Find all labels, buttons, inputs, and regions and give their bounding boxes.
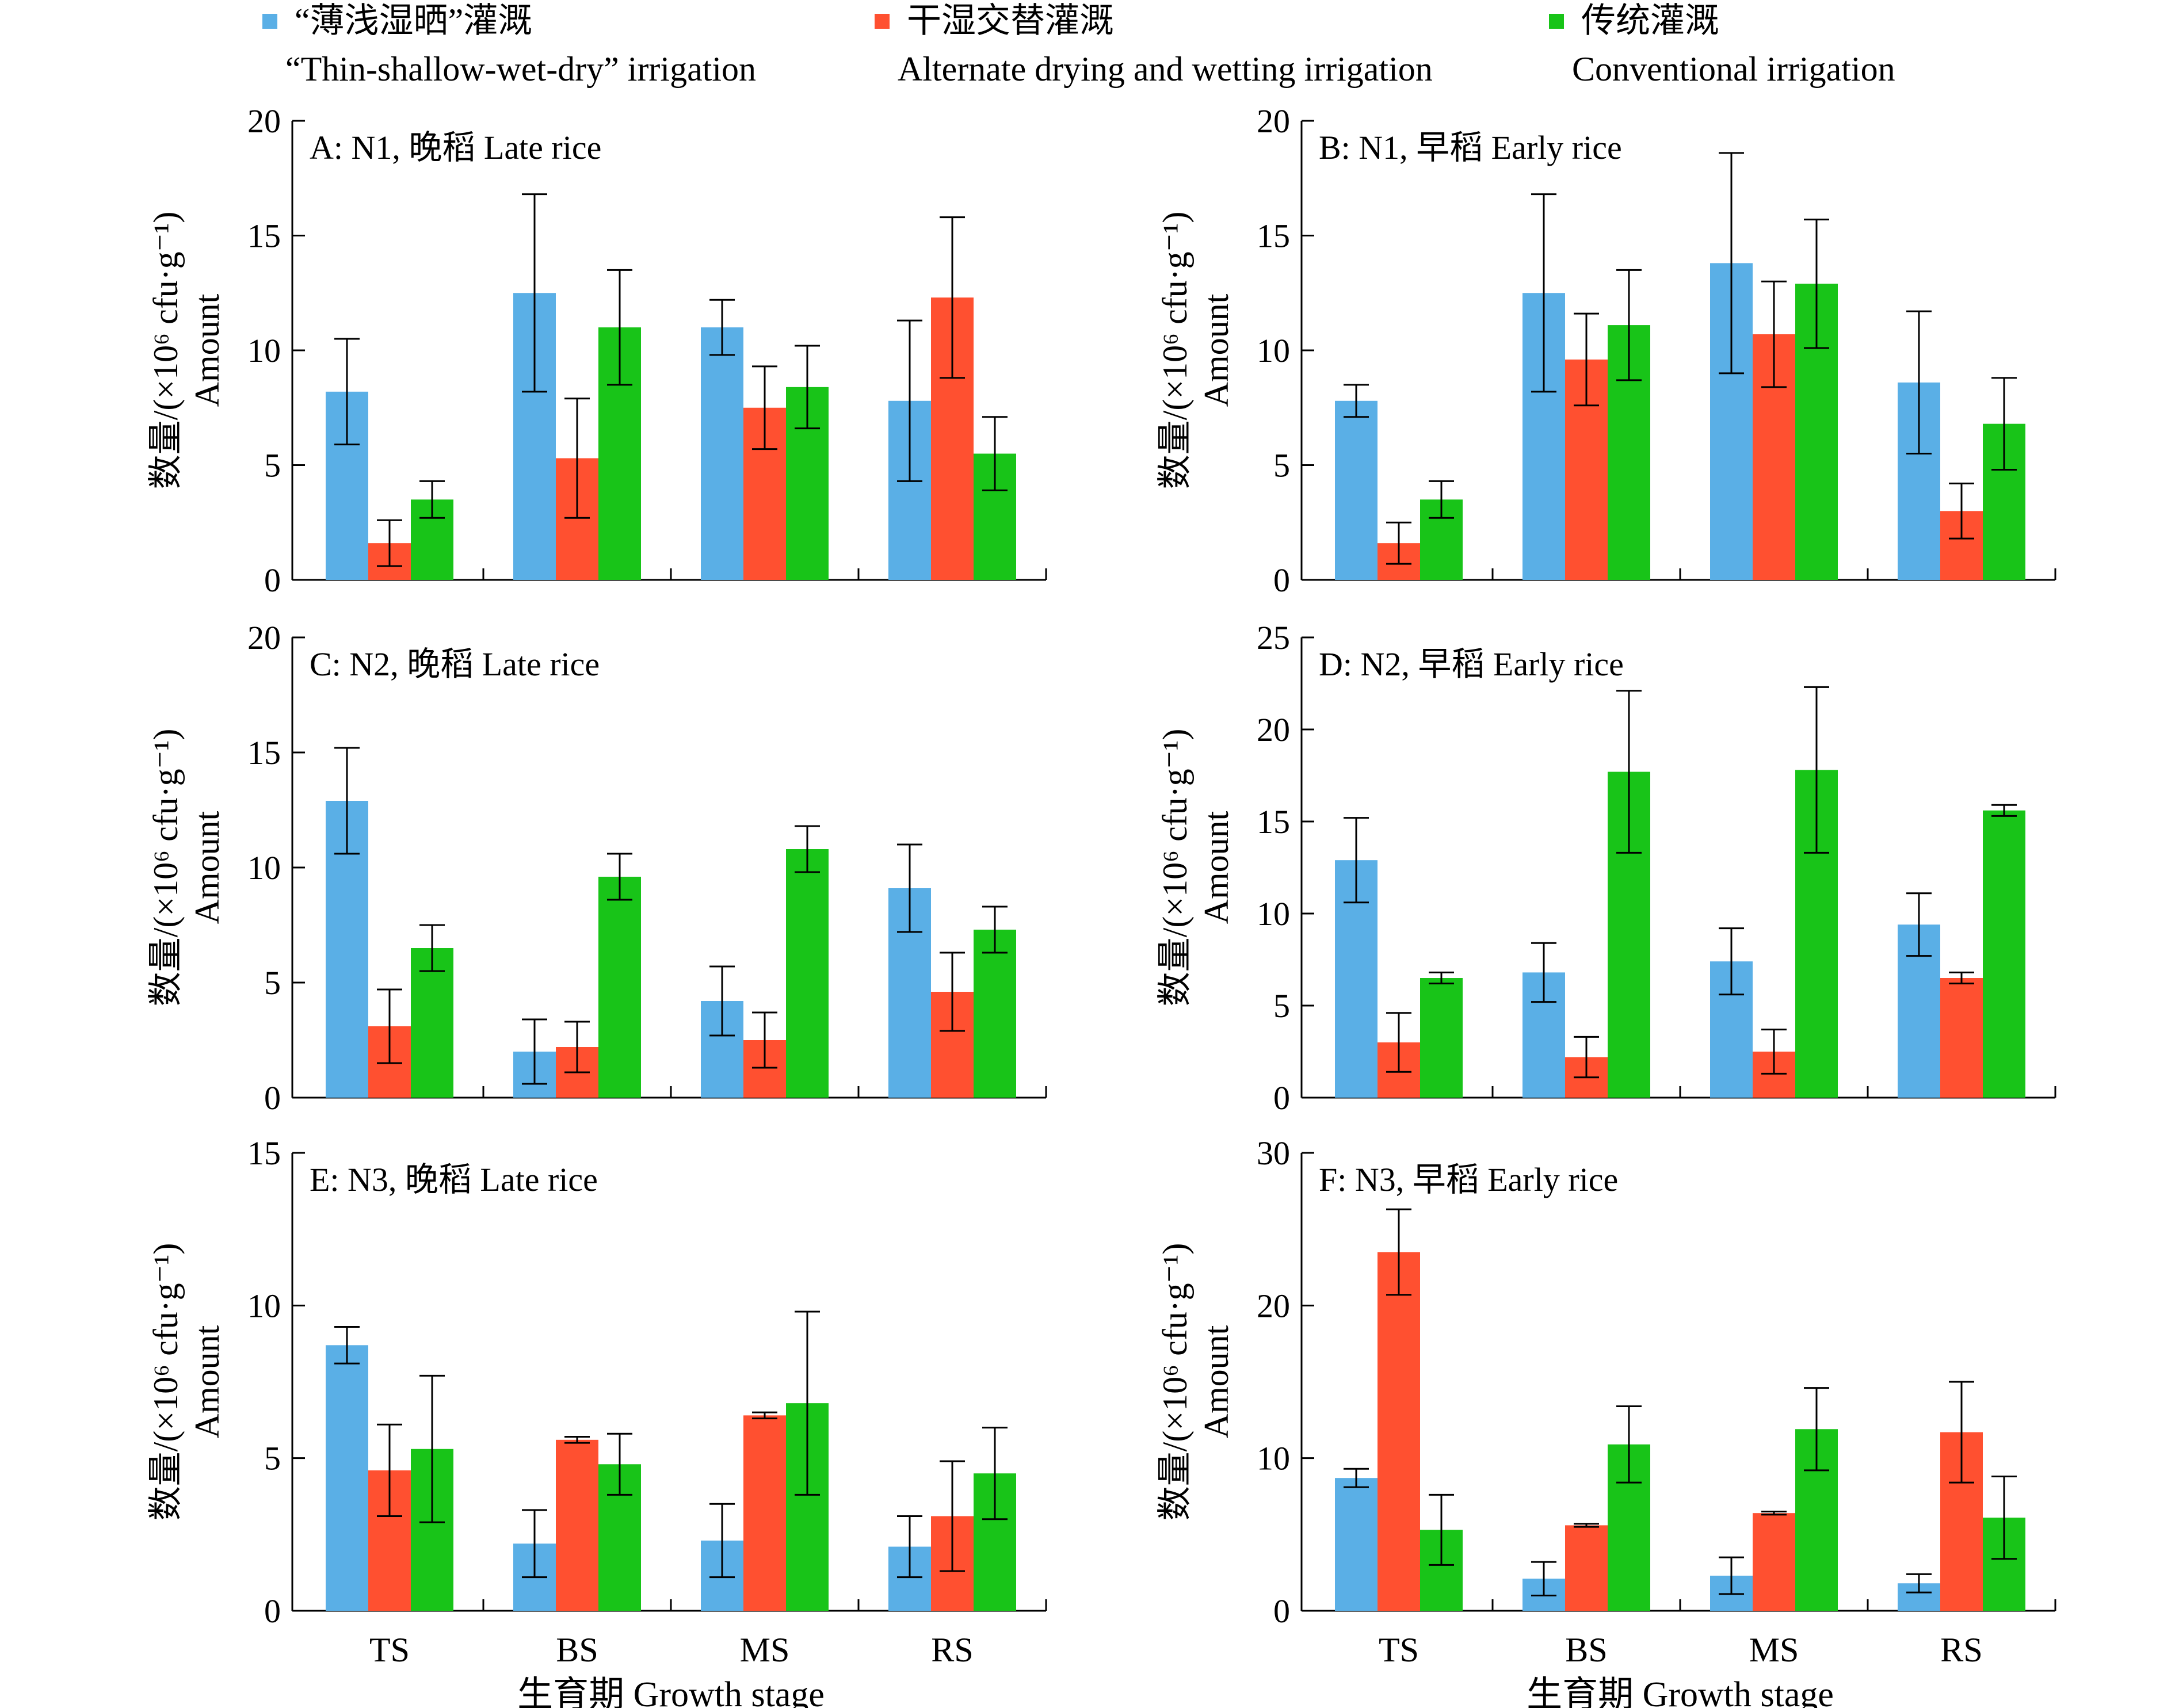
panel-f-bar <box>1565 1525 1608 1611</box>
panel-e-title: E: N3, 晚稻 Late rice <box>310 1161 598 1198</box>
panel-b-y-tick-label: 0 <box>1273 561 1290 599</box>
panel-d-title: D: N2, 早稻 Early rice <box>1319 645 1624 683</box>
panel-c-title: C: N2, 晚稻 Late rice <box>310 645 600 683</box>
panel-f-bar <box>1378 1252 1420 1611</box>
panel-b-ylabel-en: Amount <box>1197 293 1235 407</box>
panel-e-bar <box>556 1439 598 1611</box>
panel-f-title: F: N3, 早稻 Early rice <box>1319 1161 1618 1198</box>
panel-d-y-tick-label: 5 <box>1273 987 1290 1025</box>
panel-d-bar <box>1940 978 1983 1098</box>
panel-a-y-tick-label: 0 <box>264 561 281 599</box>
legend-label-zh: 传统灌溉 <box>1581 2 1719 40</box>
panel-e-bar <box>326 1345 368 1611</box>
panel-f-ylabel-en: Amount <box>1197 1325 1235 1438</box>
panel-a-y-tick-label: 20 <box>247 102 281 140</box>
panel-b-y-tick-label: 20 <box>1257 102 1290 140</box>
panel-c-bar <box>786 849 829 1098</box>
panel-c-y-tick-label: 0 <box>264 1079 281 1117</box>
panel-d-y-tick-label: 0 <box>1273 1079 1290 1117</box>
panel-b-bar <box>1335 400 1378 580</box>
panel-a-y-tick-label: 10 <box>247 332 281 369</box>
panel-a-y-tick-label: 5 <box>264 447 281 484</box>
panel-c-y-tick-label: 15 <box>247 734 281 771</box>
panel-e-x-tick-label: MS <box>740 1631 790 1669</box>
panel-b-y-tick-label: 5 <box>1273 447 1290 484</box>
panel-c-y-tick-label: 20 <box>247 619 281 656</box>
panel-e-x-tick-label: TS <box>369 1631 410 1669</box>
panel-a-title: A: N1, 晚稻 Late rice <box>310 129 601 166</box>
panel-c-y-tick-label: 5 <box>264 964 281 1002</box>
legend-swatch-alternate <box>875 14 890 29</box>
panel-b-y-tick-label: 10 <box>1257 332 1290 369</box>
panel-c-y-tick-label: 10 <box>247 849 281 887</box>
panel-b-y-tick-label: 15 <box>1257 217 1290 255</box>
legend-label-zh: 干湿交替灌溉 <box>907 2 1114 40</box>
panel-f-y-tick-label: 0 <box>1273 1592 1290 1630</box>
panel-f-y-tick-label: 20 <box>1257 1287 1290 1324</box>
panel-f-y-tick-label: 10 <box>1257 1440 1290 1477</box>
panel-e-y-tick-label: 15 <box>247 1134 281 1172</box>
panel-f-bar <box>1753 1513 1795 1611</box>
legend-label-en: Alternate drying and wetting irrigation <box>898 50 1433 88</box>
panel-b-title: B: N1, 早稻 Early rice <box>1319 129 1622 166</box>
panel-a-y-tick-label: 15 <box>247 217 281 255</box>
panel-c-ylabel-en: Amount <box>188 811 226 924</box>
panel-d-bar <box>1420 978 1463 1098</box>
panel-c-bar <box>974 930 1016 1098</box>
legend-label-en: “Thin-shallow-wet-dry” irrigation <box>285 50 757 88</box>
panel-f-x-tick-label: RS <box>1940 1631 1982 1669</box>
panel-d-ylabel-en: Amount <box>1197 811 1235 924</box>
legend-swatch-conventional <box>1549 14 1564 29</box>
panel-f-x-tick-label: BS <box>1565 1631 1607 1669</box>
panel-f-x-tick-label: MS <box>1749 1631 1799 1669</box>
panel-a-ylabel-en: Amount <box>188 293 226 407</box>
panel-e-bar <box>743 1415 786 1611</box>
panel-e-y-tick-label: 5 <box>264 1440 281 1477</box>
panel-a-bar <box>701 327 743 580</box>
panel-f-xlabel: 生育期 Growth stage <box>1527 1675 1834 1708</box>
panel-c-bar <box>598 877 641 1098</box>
legend-swatch-thin-shallow <box>262 14 277 29</box>
panel-e-x-tick-label: RS <box>931 1631 973 1669</box>
panel-f-ylabel-zh: 数量/(×10⁶ cfu·g⁻¹) <box>1156 1243 1194 1521</box>
panel-d-y-tick-label: 25 <box>1257 619 1290 656</box>
panel-d-ylabel-zh: 数量/(×10⁶ cfu·g⁻¹) <box>1156 729 1194 1007</box>
panel-a-ylabel-zh: 数量/(×10⁶ cfu·g⁻¹) <box>147 212 185 490</box>
panel-e-ylabel-zh: 数量/(×10⁶ cfu·g⁻¹) <box>147 1243 185 1521</box>
panel-c-bar <box>411 948 453 1098</box>
panel-d-y-tick-label: 15 <box>1257 803 1290 840</box>
panel-b-ylabel-zh: 数量/(×10⁶ cfu·g⁻¹) <box>1156 212 1194 490</box>
legend-label-en: Conventional irrigation <box>1572 50 1895 88</box>
panel-e-y-tick-label: 0 <box>264 1592 281 1630</box>
panel-f-y-tick-label: 30 <box>1257 1134 1290 1172</box>
panel-e-xlabel: 生育期 Growth stage <box>517 1675 825 1708</box>
legend-label-zh: “薄浅湿晒”灌溉 <box>295 2 533 40</box>
panel-e-y-tick-label: 10 <box>247 1287 281 1324</box>
panel-f-bar <box>1335 1478 1378 1611</box>
panel-d-y-tick-label: 20 <box>1257 711 1290 748</box>
panel-d-bar <box>1983 810 2025 1098</box>
panel-e-x-tick-label: BS <box>556 1631 598 1669</box>
panel-f-x-tick-label: TS <box>1379 1631 1419 1669</box>
legend: “薄浅湿晒”灌溉 “Thin-shallow-wet-dry” irrigati… <box>0 0 2175 98</box>
panel-d-y-tick-label: 10 <box>1257 895 1290 933</box>
panel-e-ylabel-en: Amount <box>188 1325 226 1438</box>
panel-c-ylabel-zh: 数量/(×10⁶ cfu·g⁻¹) <box>147 729 185 1007</box>
